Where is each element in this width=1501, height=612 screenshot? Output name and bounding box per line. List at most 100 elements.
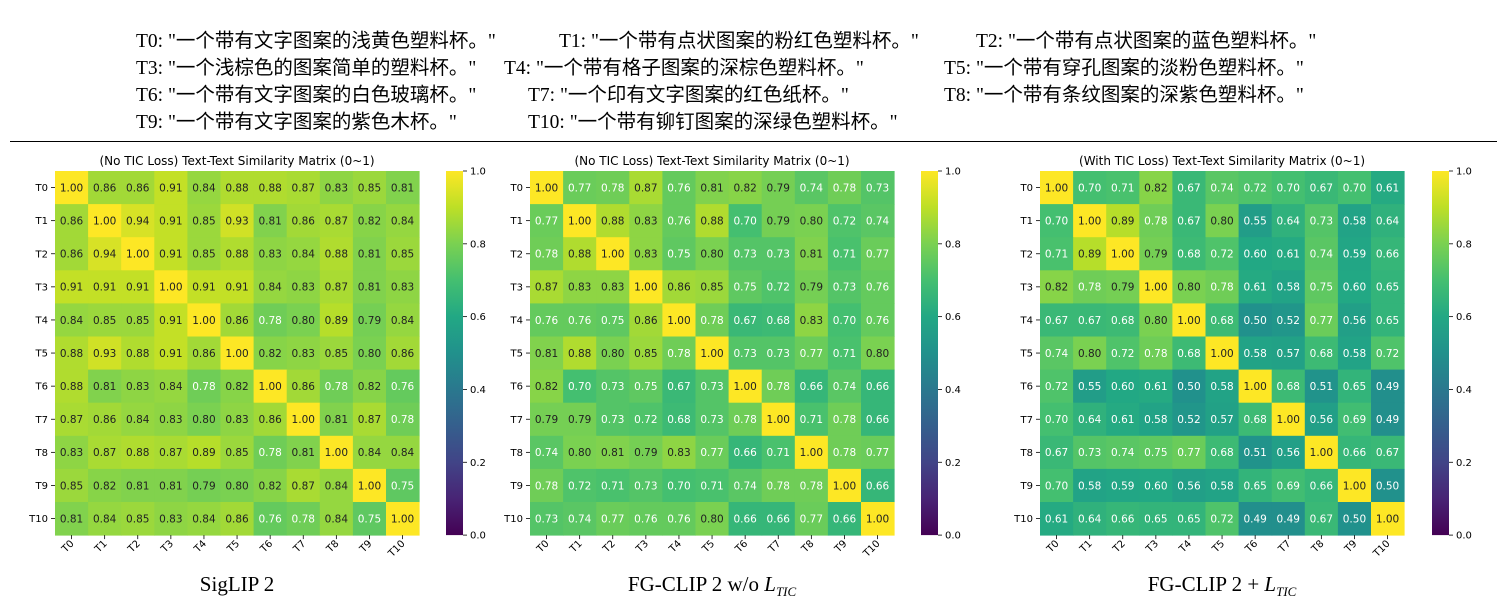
heatmap-cell — [629, 237, 663, 271]
heatmap-cell — [187, 336, 221, 371]
heatmap-cell — [1371, 237, 1405, 271]
heatmap-cell — [629, 369, 663, 404]
heatmap-cell — [1371, 270, 1405, 304]
cell-value-label: 1.00 — [391, 513, 414, 525]
cell-value-label: 0.68 — [667, 414, 690, 426]
heatmap-cell — [220, 468, 255, 503]
cell-value-label: 0.85 — [358, 182, 381, 194]
cell-value-label: 1.00 — [1243, 381, 1266, 393]
heatmap-cell — [88, 204, 122, 238]
cell-value-label: 1.00 — [634, 282, 657, 294]
heatmap-cell — [154, 402, 188, 437]
heatmap-cell — [629, 204, 663, 238]
divider — [10, 141, 1497, 142]
heatmap-cell — [728, 502, 763, 536]
heatmap-cell — [1238, 468, 1273, 503]
cell-value-label: 0.70 — [1343, 182, 1366, 194]
heatmap-cell — [1371, 468, 1405, 503]
caption-text: FG-CLIP 2 + — [1147, 572, 1265, 596]
cell-value-label: 0.74 — [535, 447, 559, 459]
cell-value-label: 0.66 — [800, 381, 824, 393]
heatmap-cell — [386, 303, 420, 337]
heatmap-cell — [286, 502, 321, 536]
cell-value-label: 0.67 — [667, 381, 690, 393]
cell-value-label: 0.88 — [225, 249, 248, 261]
heatmap-cell — [1106, 468, 1140, 503]
heatmap-cell — [187, 468, 221, 503]
cell-value-label: 0.84 — [258, 282, 282, 294]
cell-value-label: 0.78 — [1210, 282, 1233, 294]
cell-value-label: 0.70 — [1045, 215, 1068, 227]
cell-value-label: 0.70 — [568, 381, 591, 393]
heatmap-cell — [596, 336, 630, 371]
heatmap-cell — [1040, 502, 1074, 536]
cell-value-label: 0.82 — [1144, 182, 1167, 194]
heatmap-cell — [1106, 303, 1140, 337]
heatmap-cell — [1139, 270, 1173, 304]
cell-value-label: 0.67 — [1177, 215, 1200, 227]
cell-value-label: 0.81 — [292, 447, 315, 459]
cell-value-label: 0.86 — [93, 414, 117, 426]
cell-value-label: 0.68 — [1111, 315, 1134, 327]
heatmap-cell — [629, 402, 663, 437]
heatmap-cell — [1271, 237, 1306, 271]
cell-value-label: 0.50 — [1243, 315, 1266, 327]
heatmap-cell — [827, 468, 862, 503]
cell-value-label: 0.68 — [1177, 348, 1200, 360]
cell-value-label: 0.91 — [192, 282, 215, 294]
heatmap-cell — [1139, 237, 1173, 271]
heatmap-cell — [695, 435, 730, 470]
heatmap-cell — [1238, 303, 1273, 337]
heatmap-cell — [1172, 303, 1206, 337]
x-tick-label: T4 — [1177, 538, 1194, 555]
heatmap-cell — [55, 336, 89, 371]
cell-value-label: 0.84 — [391, 447, 415, 459]
colorbar — [446, 171, 463, 536]
heatmap-cell — [1238, 171, 1273, 205]
colorbar-tick-label: 0.2 — [945, 458, 961, 469]
cell-value-label: 0.83 — [159, 513, 182, 525]
heatmap-cell — [1172, 171, 1206, 205]
heatmap-cell — [794, 237, 829, 271]
cell-value-label: 0.83 — [325, 182, 348, 194]
heatmap-cell — [1073, 435, 1107, 470]
cell-value-label: 0.52 — [1177, 414, 1200, 426]
heatmap-cell — [728, 402, 763, 437]
cell-value-label: 0.69 — [1277, 480, 1300, 492]
heatmap-cell — [88, 171, 122, 205]
heatmap-cell — [1040, 204, 1074, 238]
cell-value-label: 0.81 — [60, 513, 83, 525]
cell-value-label: 0.85 — [325, 348, 348, 360]
heatmap-cell — [187, 171, 221, 205]
x-tick-label: T3 — [1144, 538, 1161, 555]
heatmap-cell — [530, 369, 564, 404]
colorbar-tick-label: 0.2 — [1456, 458, 1472, 469]
legend-item: T2: "一个带有点状图案的蓝色塑料杯。" — [976, 31, 1317, 52]
heatmap-cell — [629, 270, 663, 304]
heatmap-cell — [88, 237, 122, 271]
heatmap-cell — [1106, 336, 1140, 371]
cell-value-label: 0.68 — [1210, 315, 1233, 327]
heatmap-cell — [154, 270, 188, 304]
heatmap-cell — [695, 502, 730, 536]
heatmap-cell — [761, 369, 796, 404]
heatmap-cell — [1172, 204, 1206, 238]
heatmap-cell — [530, 303, 564, 337]
cell-value-label: 0.66 — [733, 513, 757, 525]
cell-value-label: 0.81 — [126, 480, 149, 492]
heatmap-cell — [728, 468, 763, 503]
cell-value-label: 0.61 — [1045, 513, 1068, 525]
cell-value-label: 0.58 — [1343, 348, 1366, 360]
heatmap-cell — [861, 402, 895, 437]
x-tick-label: T4 — [667, 538, 684, 555]
heatmap-cell — [1371, 303, 1405, 337]
cell-value-label: 0.58 — [1243, 348, 1266, 360]
cell-value-label: 0.68 — [1177, 249, 1200, 261]
cell-value-label: 0.66 — [866, 480, 890, 492]
cell-value-label: 0.83 — [634, 249, 657, 261]
heatmap-cell — [1073, 502, 1107, 536]
heatmap-cell — [386, 270, 420, 304]
cell-value-label: 1.00 — [1210, 348, 1233, 360]
heatmap-cell — [596, 468, 630, 503]
colorbar-tick-label: 0.0 — [945, 531, 961, 542]
